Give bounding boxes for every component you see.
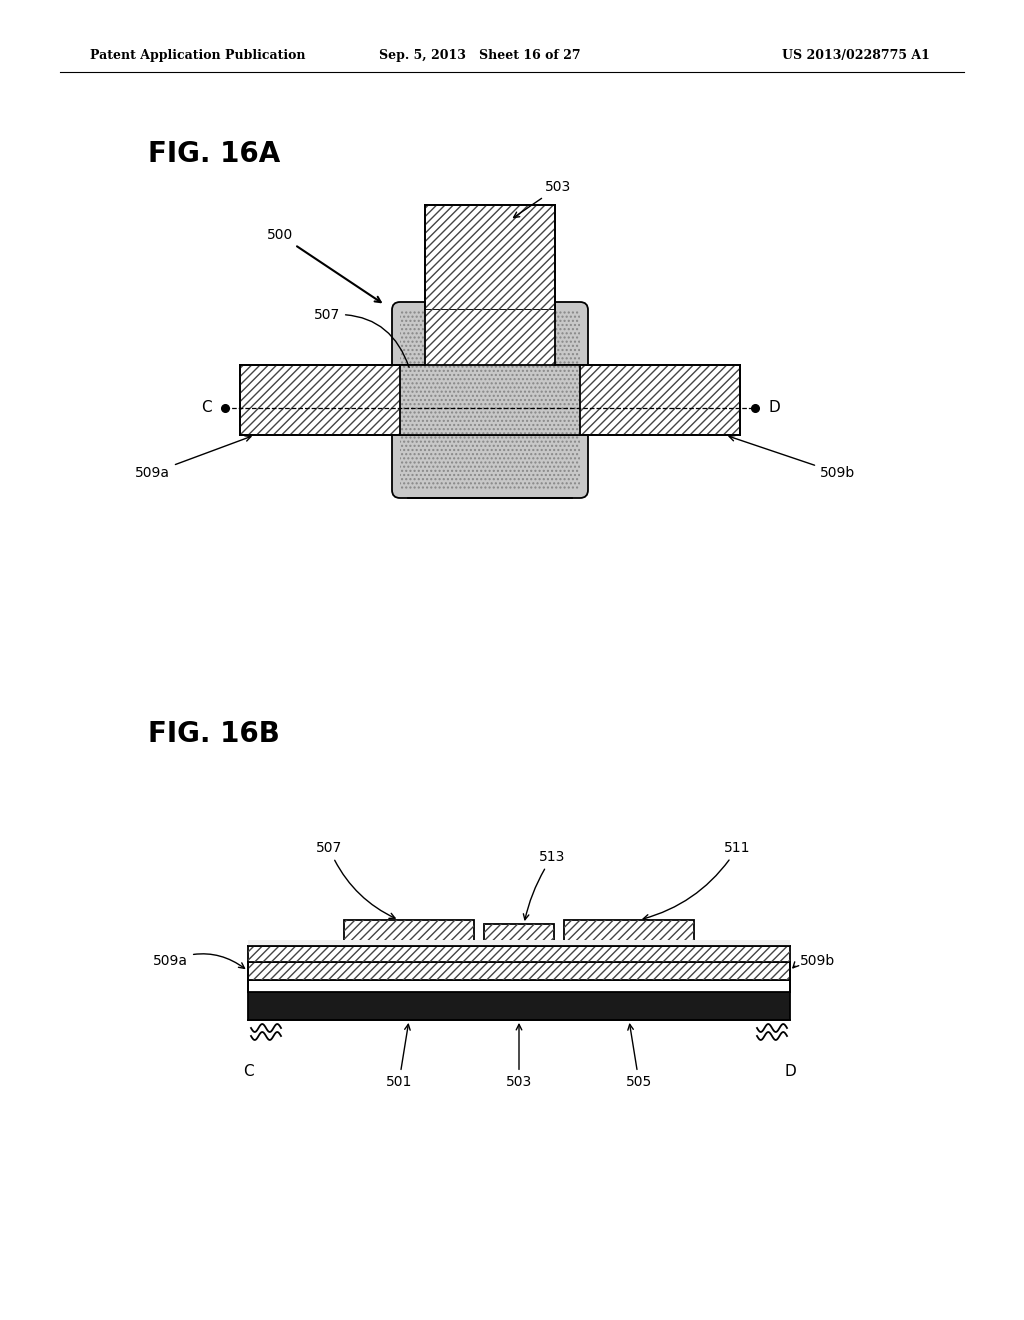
Bar [248, 979, 790, 993]
Bar [564, 920, 694, 946]
Bar [580, 366, 740, 436]
Bar [400, 366, 580, 436]
Bar [248, 962, 790, 979]
Text: C: C [202, 400, 212, 416]
Bar [344, 920, 474, 946]
Bar [248, 940, 790, 946]
Text: US 2013/0228775 A1: US 2013/0228775 A1 [782, 49, 930, 62]
Text: 507: 507 [313, 308, 410, 367]
Bar [248, 946, 790, 962]
Text: C: C [243, 1064, 253, 1078]
Bar [248, 946, 790, 962]
Text: D: D [768, 400, 779, 416]
Bar [425, 310, 555, 366]
Bar [564, 920, 694, 946]
Bar [344, 920, 474, 946]
Text: D: D [784, 1064, 796, 1078]
Bar [248, 993, 790, 1020]
Bar [240, 366, 400, 436]
Text: 509a: 509a [153, 954, 245, 969]
Text: Patent Application Publication: Patent Application Publication [90, 49, 305, 62]
Text: Sep. 5, 2013   Sheet 16 of 27: Sep. 5, 2013 Sheet 16 of 27 [379, 49, 581, 62]
Text: 500: 500 [267, 228, 381, 302]
Text: 509b: 509b [729, 436, 855, 480]
Bar [240, 366, 740, 436]
Text: 503: 503 [506, 1024, 532, 1089]
Text: 509a: 509a [135, 436, 251, 480]
Text: FIG. 16A: FIG. 16A [148, 140, 281, 168]
Bar [425, 205, 555, 310]
Text: 503: 503 [514, 180, 571, 218]
Text: 501: 501 [386, 1024, 413, 1089]
Text: 511: 511 [643, 841, 751, 920]
Bar [484, 924, 554, 946]
Text: 505: 505 [626, 1024, 652, 1089]
Bar [425, 205, 555, 310]
Bar [248, 962, 790, 979]
Bar [484, 924, 554, 946]
Text: 507: 507 [315, 841, 395, 919]
Text: 509b: 509b [793, 954, 836, 968]
Text: FIG. 16B: FIG. 16B [148, 719, 280, 748]
Bar [425, 310, 555, 366]
Bar [400, 366, 580, 436]
FancyBboxPatch shape [392, 302, 588, 498]
Text: 513: 513 [523, 850, 565, 920]
Bar [400, 310, 580, 490]
